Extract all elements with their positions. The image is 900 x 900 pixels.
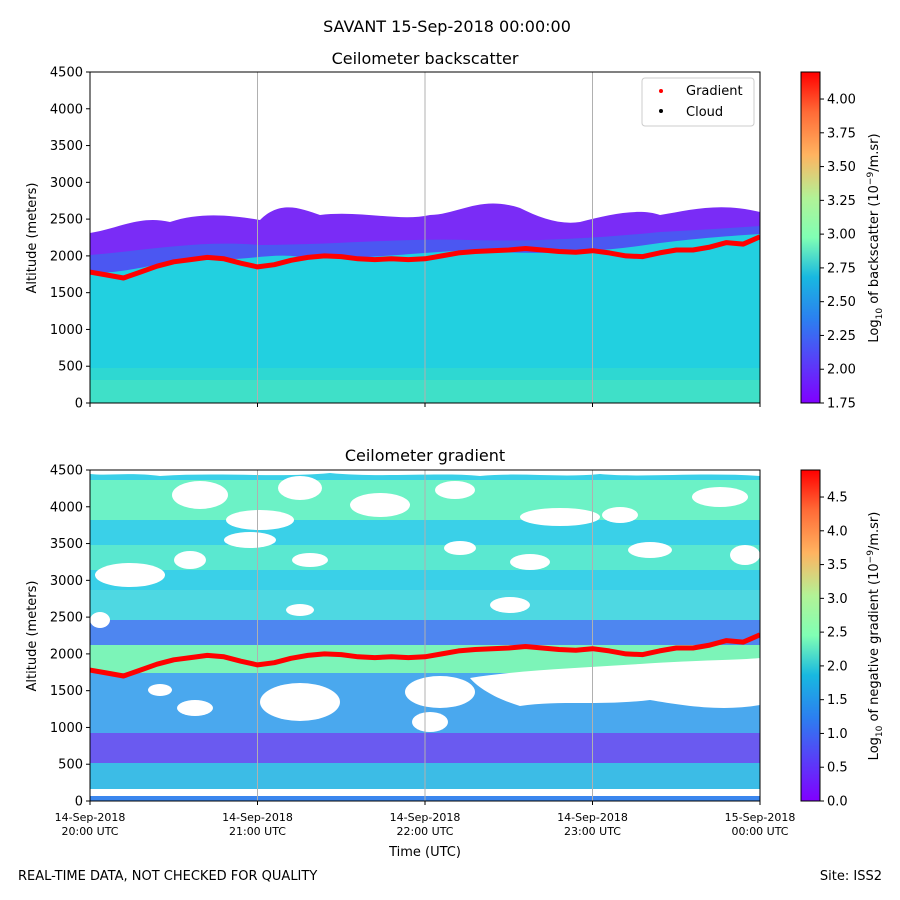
ytick-label: 500 <box>58 758 83 773</box>
ytick-label: 2500 <box>50 611 83 626</box>
ytick-label: 1000 <box>50 323 83 338</box>
ylabel-backscatter: Altitude (meters) <box>25 183 40 294</box>
colorbar-tick-label: 3.50 <box>827 160 856 175</box>
footer-site: Site: ISS2 <box>819 869 882 884</box>
ylabel-gradient: Altitude (meters) <box>25 581 40 692</box>
panel-gradient: Ceilometer gradient <box>25 446 885 860</box>
ytick-label: 2500 <box>50 213 83 228</box>
gradient-gap-regions <box>90 470 760 732</box>
colorbar-tick-label: 1.0 <box>827 727 848 742</box>
xticks-backscatter <box>89 403 761 407</box>
colorbar-backscatter <box>800 71 821 404</box>
colorbar-tick-label: 3.25 <box>827 194 856 209</box>
xtick-label-time: 23:00 UTC <box>564 825 621 838</box>
legend-label-cloud: Cloud <box>686 105 723 120</box>
colorbar-tick-label: 1.75 <box>827 397 856 412</box>
panel-backscatter: Ceilometer backscatter 0 500 1000 1500 2000 2… <box>25 49 885 412</box>
colorbar-tick-label: 4.0 <box>827 524 848 539</box>
grid-backscatter <box>257 72 593 403</box>
xtick-label-time: 22:00 UTC <box>396 825 453 838</box>
ytick-label: 4500 <box>50 464 83 479</box>
ytick-label: 3000 <box>50 176 83 191</box>
colorbar-tick-label: 2.75 <box>827 261 856 276</box>
xtick-label-date: 14-Sep-2018 <box>557 811 628 824</box>
colorbar-tick-label: 0.0 <box>827 795 848 810</box>
ytick-label: 1500 <box>50 286 83 301</box>
legend-marker-cloud <box>659 109 663 113</box>
colorbar-tick-label: 2.50 <box>827 295 856 310</box>
yticks-backscatter: 0 500 1000 1500 2000 2500 3000 3500 4000 4500 <box>50 66 90 412</box>
gradient-line-gradient <box>90 632 760 679</box>
yticks-gradient: 0 500 1000 1500 2000 2500 3000 3500 4000 4500 <box>50 464 90 810</box>
legend-box <box>641 77 755 127</box>
ytick-label: 3000 <box>50 574 83 589</box>
colorbar-tick-label: 2.5 <box>827 626 848 641</box>
colorbar-tick-label: 2.00 <box>827 363 856 378</box>
xlabel: Time (UTC) <box>388 845 461 860</box>
xtick-label-date: 14-Sep-2018 <box>390 811 461 824</box>
colorbar-ticks-gradient: 0.0 0.5 1.0 1.5 2.0 2.5 3.0 3.5 4.0 4.5 <box>820 491 848 810</box>
grid-gradient <box>257 470 593 801</box>
panel-title-gradient: Ceilometer gradient <box>345 446 505 465</box>
ytick-label: 1000 <box>50 721 83 736</box>
legend-label-gradient: Gradient <box>686 84 743 99</box>
colorbar-label-gradient: Log10 of negative gradient (10−9/m.sr) <box>866 512 885 761</box>
colorbar-tick-label: 3.0 <box>827 592 848 607</box>
ytick-label: 2000 <box>50 249 83 264</box>
legend-marker-gradient <box>659 89 663 93</box>
ytick-label: 3500 <box>50 537 83 552</box>
xtick-label-time: 00:00 UTC <box>731 825 788 838</box>
ytick-label: 4500 <box>50 66 83 81</box>
colorbar-tick-label: 4.00 <box>827 93 856 108</box>
ytick-label: 1500 <box>50 684 83 699</box>
ytick-label: 3500 <box>50 139 83 154</box>
xtick-label-date: 14-Sep-2018 <box>55 811 126 824</box>
footer-disclaimer: REAL-TIME DATA, NOT CHECKED FOR QUALITY <box>18 869 318 884</box>
colorbar-label-backscatter: Log10 of backscatter (10−9/m.sr) <box>866 133 885 342</box>
xtick-label-time: 21:00 UTC <box>229 825 286 838</box>
colorbar-tick-label: 1.5 <box>827 693 848 708</box>
gradient-line-backscatter <box>90 234 760 281</box>
ytick-label: 0 <box>75 397 83 412</box>
ytick-label: 4000 <box>50 500 83 515</box>
ytick-label: 4000 <box>50 102 83 117</box>
panel-title-backscatter: Ceilometer backscatter <box>332 49 519 68</box>
xtick-label-time: 20:00 UTC <box>61 825 118 838</box>
xtick-label-date: 15-Sep-2018 <box>725 811 796 824</box>
colorbar-tick-label: 2.0 <box>827 659 848 674</box>
colorbar-tick-label: 3.5 <box>827 558 848 573</box>
colorbar-tick-label: 3.00 <box>827 228 856 243</box>
ytick-label: 500 <box>58 360 83 375</box>
colorbar-tick-label: 2.25 <box>827 329 856 344</box>
ytick-label: 0 <box>75 795 83 810</box>
colorbar-tick-label: 0.5 <box>827 761 848 776</box>
legend: Gradient Cloud <box>641 77 755 127</box>
colorbar-tick-label: 3.75 <box>827 126 856 141</box>
xtick-label-date: 14-Sep-2018 <box>222 811 293 824</box>
ytick-label: 2000 <box>50 647 83 662</box>
colorbar-ticks-backscatter: 1.75 2.00 2.25 2.50 2.75 3.00 3.25 3.50 3.75 4.00 <box>820 93 856 412</box>
figure-title: SAVANT 15-Sep-2018 00:00:00 <box>323 17 571 36</box>
colorbar-gradient <box>800 469 821 802</box>
colorbar-tick-label: 4.5 <box>827 491 848 506</box>
